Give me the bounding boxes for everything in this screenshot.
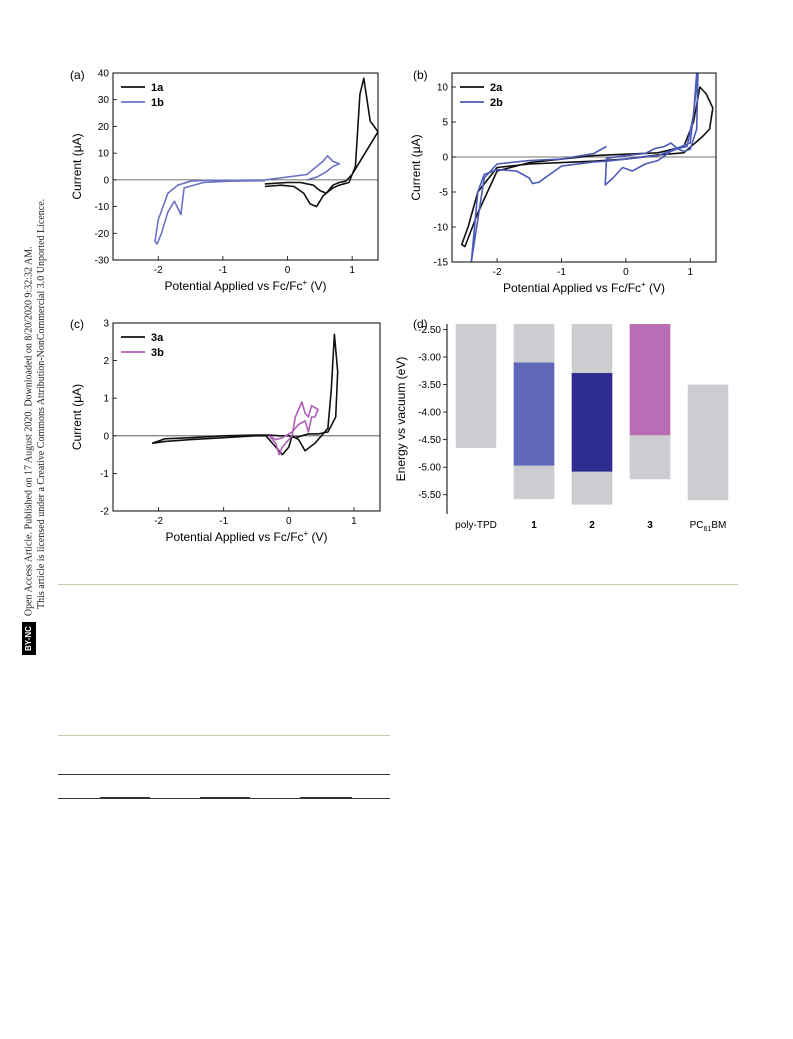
y-tick-label: -15 [434,258,449,269]
y-axis-title: Energy vs vacuum (eV) [394,357,408,482]
y-tick-label: 2 [103,356,109,367]
legend-label-3a: 3a [151,332,164,344]
y-tick-label: 20 [98,122,110,133]
category-label: 1 [531,520,537,531]
y-tick-label: 10 [437,83,449,94]
series-line-1a [264,77,378,208]
x-tick-label: 0 [623,267,629,278]
table-subrule-1 [100,797,150,799]
y-tick-label: 0 [103,175,109,186]
y-tick-label: 30 [98,95,110,106]
y-tick-label: -4.50 [418,435,441,446]
y-tick-label: 0 [442,153,448,164]
y-tick-label: -3.00 [418,353,441,364]
y-tick-label: -5.00 [418,463,441,474]
y-tick-label: -10 [95,202,110,213]
panel-4: (d) poly-TPD 1 2 3 PC61BM -2.50 -3.00 -3.50 -4.00… [394,317,729,533]
x-tick-label: -2 [154,516,163,527]
x-tick-label: -1 [557,267,566,278]
x-tick-label: -2 [493,267,502,278]
gap-bar-1 [513,362,555,466]
section-divider [58,584,738,585]
table-top-rule [58,735,390,736]
y-tick-label: 3 [103,319,109,330]
energy-bar-poly-TPD [455,324,497,448]
y-tick-label: -3.50 [418,380,441,391]
y-tick-label: -30 [95,256,110,267]
y-tick-label: -5 [439,188,448,199]
table-header-rule [58,774,390,775]
plot-frame [451,72,717,263]
y-tick-label: -5.50 [418,490,441,501]
category-label: 3 [647,520,653,531]
table-subrule-3 [300,797,352,799]
panel-label: (a) [70,68,85,82]
panel-3: (c) 3a 3b -2 -1 0 1 -2 -1 0 1 2 3 Potential Applied v… [70,317,381,544]
cc-licence-badge[interactable]: BY-NC [22,622,36,655]
panel-label: (c) [70,317,84,331]
y-axis-title: Current (μA) [409,134,423,200]
legend-label-1a: 1a [151,82,164,94]
x-tick-label: -2 [154,265,163,276]
y-tick-label: 1 [103,394,109,405]
series-line-2b [470,73,699,262]
x-axis-title: Potential Applied vs Fc/Fc+ (V) [164,278,326,293]
x-tick-label: 1 [687,267,693,278]
y-tick-label: 10 [98,149,110,160]
x-axis-title: Potential Applied vs Fc/Fc+ (V) [165,529,327,544]
energy-bar-PC61BM [687,384,729,501]
legend-label-2b: 2b [490,97,503,109]
y-tick-label: -20 [95,229,110,240]
gap-bar-3 [629,324,671,436]
table-subrule-2 [200,797,250,799]
series-line-3b [268,401,319,456]
y-tick-label: 0 [103,431,109,442]
category-label: poly-TPD [455,520,497,531]
legend-label-1b: 1b [151,97,164,109]
legend-label-2a: 2a [490,82,503,94]
y-tick-label: -10 [434,223,449,234]
x-tick-label: 1 [351,516,357,527]
legend-label-3b: 3b [151,347,164,359]
series-line-1b [154,155,341,245]
series-line-2a [460,86,714,248]
panel-label: (d) [413,317,428,331]
y-tick-label: -2 [100,507,109,518]
y-tick-label: -4.00 [418,408,441,419]
x-tick-label: -1 [218,265,227,276]
y-axis-title: Current (μA) [70,133,84,199]
x-tick-label: 0 [285,265,291,276]
y-tick-label: -2.50 [418,325,441,336]
panel-label: (b) [413,68,428,82]
x-tick-label: 0 [286,516,292,527]
category-label: 2 [589,520,595,531]
gap-bar-2 [571,373,613,472]
y-tick-label: -1 [100,469,109,480]
category-label: PC61BM [690,520,727,533]
y-axis-title: Current (μA) [70,384,84,450]
x-tick-label: 1 [349,265,355,276]
y-tick-label: 40 [98,69,110,80]
y-tick-label: 5 [442,118,448,129]
plot-frame [112,72,379,261]
x-tick-label: -1 [219,516,228,527]
plot-frame [112,322,381,512]
x-axis-title: Potential Applied vs Fc/Fc+ (V) [503,280,665,295]
series-line-3a [151,333,339,456]
